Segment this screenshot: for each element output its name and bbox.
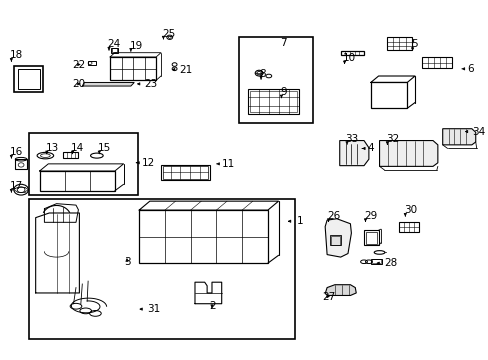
Text: 16: 16 bbox=[9, 147, 22, 157]
Text: 4: 4 bbox=[366, 143, 373, 153]
Text: 12: 12 bbox=[141, 158, 155, 168]
Text: 23: 23 bbox=[143, 79, 157, 89]
Text: 11: 11 bbox=[221, 159, 234, 169]
Text: 30: 30 bbox=[403, 206, 416, 216]
Bar bbox=[248, 89, 299, 114]
Bar bbox=[163, 166, 207, 179]
Text: 26: 26 bbox=[326, 211, 340, 221]
Bar bbox=[340, 51, 363, 55]
Polygon shape bbox=[379, 140, 437, 166]
Text: 29: 29 bbox=[363, 211, 377, 221]
Bar bbox=[14, 66, 43, 92]
Bar bbox=[15, 159, 27, 169]
Bar bbox=[329, 235, 340, 245]
Text: 31: 31 bbox=[147, 304, 160, 314]
Text: 27: 27 bbox=[322, 292, 335, 302]
Bar bbox=[238, 37, 312, 123]
Bar bbox=[370, 82, 407, 108]
Text: 17: 17 bbox=[9, 181, 22, 192]
Polygon shape bbox=[325, 285, 356, 296]
Text: 34: 34 bbox=[471, 127, 484, 136]
Text: 10: 10 bbox=[343, 53, 356, 63]
Bar bbox=[88, 61, 96, 65]
Text: 5: 5 bbox=[410, 40, 417, 49]
Polygon shape bbox=[325, 219, 351, 257]
Bar bbox=[365, 231, 376, 244]
Text: 18: 18 bbox=[9, 50, 22, 60]
Bar bbox=[422, 57, 451, 68]
Text: 19: 19 bbox=[129, 41, 142, 50]
Text: 32: 32 bbox=[385, 134, 398, 144]
Bar bbox=[161, 165, 209, 180]
Bar bbox=[370, 258, 381, 264]
Text: 9: 9 bbox=[280, 87, 286, 97]
Polygon shape bbox=[339, 140, 368, 166]
Text: 24: 24 bbox=[107, 40, 121, 49]
Text: 33: 33 bbox=[345, 134, 358, 144]
Text: 7: 7 bbox=[280, 38, 286, 48]
Bar bbox=[250, 91, 297, 112]
Bar bbox=[63, 152, 78, 158]
Text: 14: 14 bbox=[71, 143, 84, 153]
Text: 1: 1 bbox=[296, 216, 303, 226]
Text: 21: 21 bbox=[179, 64, 192, 75]
Text: 3: 3 bbox=[124, 257, 131, 267]
Text: 8: 8 bbox=[259, 69, 265, 79]
Text: 6: 6 bbox=[466, 64, 473, 74]
Text: 20: 20 bbox=[72, 79, 85, 89]
Text: 2: 2 bbox=[209, 301, 216, 311]
Bar bbox=[110, 57, 156, 80]
Polygon shape bbox=[442, 129, 475, 145]
Bar bbox=[111, 48, 118, 53]
Polygon shape bbox=[82, 82, 134, 86]
Text: 15: 15 bbox=[98, 143, 111, 153]
Text: 25: 25 bbox=[162, 29, 175, 39]
Text: 22: 22 bbox=[72, 59, 86, 69]
Bar bbox=[371, 259, 380, 263]
Bar bbox=[112, 48, 117, 52]
Bar bbox=[330, 236, 339, 244]
Bar bbox=[363, 230, 378, 245]
Bar bbox=[386, 37, 411, 50]
Bar bbox=[139, 210, 267, 263]
Bar bbox=[18, 69, 40, 89]
Bar bbox=[29, 134, 138, 195]
Bar bbox=[29, 199, 294, 338]
Bar bbox=[40, 171, 115, 191]
Text: 28: 28 bbox=[384, 258, 397, 268]
Bar bbox=[398, 222, 419, 232]
Text: 13: 13 bbox=[45, 143, 59, 153]
